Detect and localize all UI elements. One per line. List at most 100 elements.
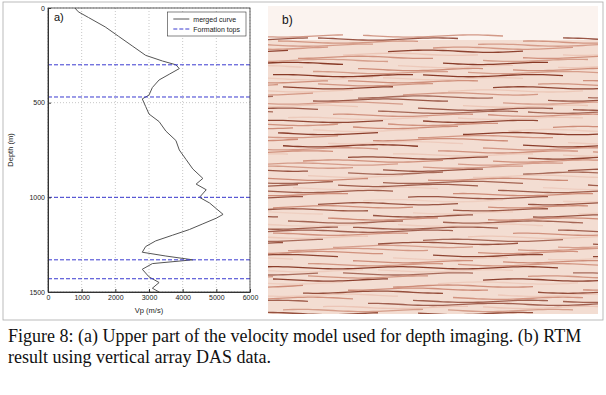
rtm-texture	[453, 194, 593, 196]
rtm-texture	[268, 62, 343, 64]
rtm-texture	[563, 54, 598, 56]
rtm-texture	[403, 93, 538, 95]
rtm-texture	[338, 184, 478, 186]
rtm-texture	[268, 267, 558, 269]
rtm-texture	[488, 206, 588, 208]
rtm-texture	[453, 209, 548, 211]
rtm-texture	[268, 153, 288, 154]
rtm-texture	[268, 38, 308, 40]
rtm-texture	[268, 139, 298, 140]
rtm-texture	[268, 242, 283, 244]
tick: 4000	[175, 289, 191, 301]
rtm-texture	[268, 182, 333, 184]
rtm-texture	[268, 59, 388, 61]
rtm-texture	[523, 172, 598, 174]
rtm-texture	[368, 303, 598, 305]
rtm-texture	[298, 56, 433, 58]
caption: Figure 8: (a) Upper part of the velocity…	[8, 326, 581, 367]
rtm-texture	[488, 218, 598, 220]
rtm-texture	[548, 100, 598, 102]
rtm-texture	[358, 96, 493, 98]
rtm-texture	[268, 81, 328, 83]
rtm-texture	[523, 56, 598, 58]
rtm-texture	[413, 300, 548, 302]
rtm-texture	[563, 201, 598, 203]
rtm-texture	[483, 279, 598, 281]
grid-line	[216, 8, 217, 292]
rtm-texture	[513, 233, 598, 235]
rtm-texture	[283, 309, 423, 311]
tick-mark	[149, 289, 150, 292]
rtm-texture	[418, 108, 553, 110]
rtm-texture	[268, 93, 313, 95]
rtm-texture	[333, 114, 473, 116]
rtm-texture	[268, 102, 403, 104]
rtm-texture	[348, 172, 443, 174]
rtm-texture	[563, 155, 598, 157]
rtm-texture	[383, 78, 523, 80]
rtm-texture	[468, 236, 598, 238]
formation-top	[48, 278, 250, 279]
rtm-texture	[583, 80, 598, 81]
rtm-texture	[378, 242, 518, 244]
rtm-texture	[408, 197, 548, 199]
rtm-texture	[393, 285, 533, 287]
rtm-texture	[283, 145, 418, 147]
rtm-texture	[573, 109, 598, 111]
rtm-texture	[323, 306, 468, 308]
rtm-texture	[348, 157, 488, 159]
rtm-texture	[268, 273, 318, 275]
rtm-texture	[593, 151, 598, 153]
grid-line	[81, 8, 82, 292]
rtm-texture	[288, 117, 428, 119]
rtm-texture	[268, 148, 378, 150]
rtm-texture	[588, 184, 598, 186]
legend: merged curveFormation tops	[167, 12, 246, 36]
legend-swatch	[173, 19, 189, 20]
rtm-texture	[448, 90, 583, 92]
tick-label: 0	[47, 294, 51, 301]
rtm-texture	[348, 288, 488, 290]
rtm-texture	[558, 246, 598, 248]
legend-swatch	[173, 29, 189, 30]
velocity-curve	[75, 8, 223, 292]
rtm-texture	[313, 72, 448, 74]
grid-line	[149, 8, 150, 292]
rtm-texture	[568, 169, 598, 170]
tick-mark	[82, 289, 83, 292]
rtm-texture	[458, 264, 598, 266]
tick-label: 4000	[175, 294, 191, 301]
rtm-texture	[423, 120, 538, 122]
tick-mark	[48, 103, 51, 104]
rtm-texture	[533, 215, 598, 217]
rtm-texture	[538, 292, 598, 293]
rtm-texture	[393, 258, 508, 260]
rtm-texture	[528, 157, 598, 159]
rtm-texture	[318, 203, 458, 205]
rtm-texture	[268, 170, 308, 172]
rtm-texture	[398, 224, 543, 226]
panel-label: b)	[282, 13, 293, 27]
rtm-texture	[498, 190, 598, 192]
rtm-texture	[278, 41, 418, 43]
rtm-texture	[283, 87, 393, 89]
rtm-texture	[268, 282, 343, 284]
rtm-texture	[418, 312, 533, 314]
rtm-texture	[398, 65, 513, 67]
figure: 0100020003000400050006000050010001500Vp …	[0, 0, 606, 395]
rtm-texture	[353, 261, 473, 263]
rtm-texture	[363, 200, 503, 202]
rtm-texture	[268, 216, 278, 218]
rtm-texture	[353, 126, 458, 128]
rtm-texture	[288, 248, 428, 250]
rtm-texture	[528, 276, 598, 278]
rtm-texture	[373, 139, 508, 141]
rtm-texture	[523, 145, 598, 147]
rtm-texture	[268, 197, 303, 198]
rtm-texture	[423, 75, 563, 77]
rtm-texture	[458, 163, 563, 165]
grid-line	[115, 8, 116, 292]
rtm-texture	[268, 227, 338, 229]
legend-label: merged curve	[193, 16, 236, 24]
rtm-texture	[388, 50, 523, 52]
